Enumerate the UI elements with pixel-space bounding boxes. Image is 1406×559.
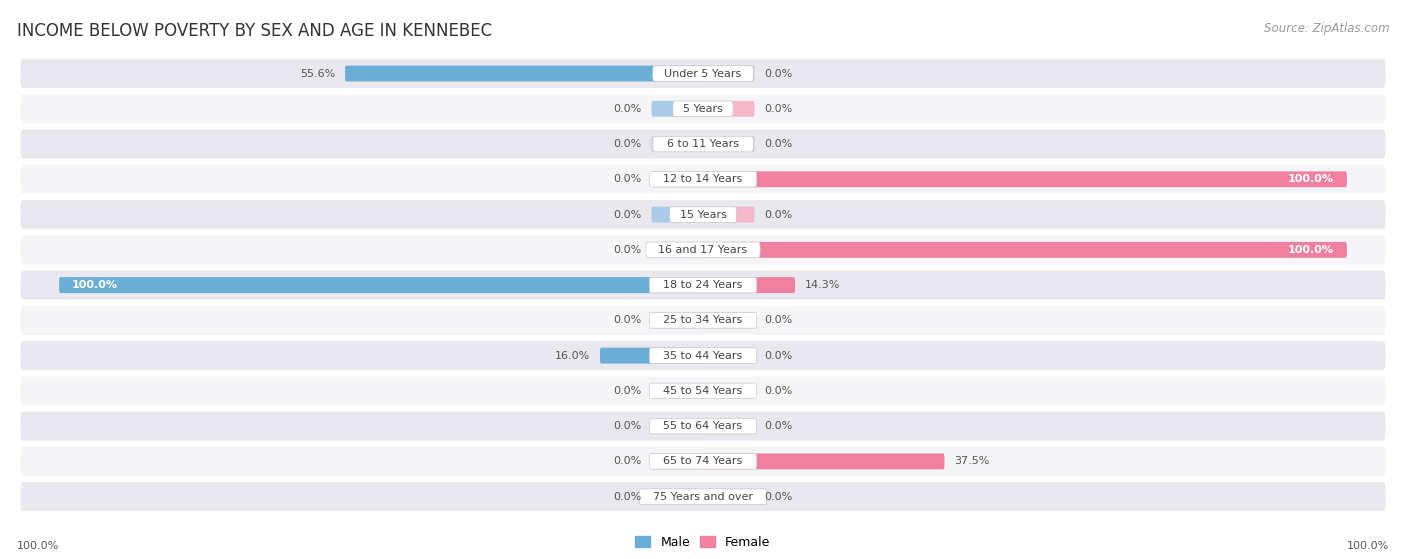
FancyBboxPatch shape <box>21 130 1385 159</box>
FancyBboxPatch shape <box>21 235 1385 264</box>
FancyBboxPatch shape <box>645 242 761 258</box>
FancyBboxPatch shape <box>21 165 1385 194</box>
Text: 75 Years and over: 75 Years and over <box>652 492 754 501</box>
FancyBboxPatch shape <box>651 242 703 258</box>
FancyBboxPatch shape <box>650 348 756 363</box>
FancyBboxPatch shape <box>703 418 755 434</box>
Text: 0.0%: 0.0% <box>613 245 641 255</box>
FancyBboxPatch shape <box>703 348 755 363</box>
Text: 0.0%: 0.0% <box>765 69 793 78</box>
FancyBboxPatch shape <box>650 418 756 434</box>
FancyBboxPatch shape <box>651 489 703 505</box>
Text: 0.0%: 0.0% <box>765 315 793 325</box>
FancyBboxPatch shape <box>21 341 1385 370</box>
Text: 0.0%: 0.0% <box>613 421 641 431</box>
FancyBboxPatch shape <box>651 136 703 152</box>
FancyBboxPatch shape <box>651 383 703 399</box>
FancyBboxPatch shape <box>600 348 703 363</box>
Text: 100.0%: 100.0% <box>72 280 118 290</box>
Text: 100.0%: 100.0% <box>17 541 59 551</box>
Text: 12 to 14 Years: 12 to 14 Years <box>664 174 742 184</box>
FancyBboxPatch shape <box>703 312 755 328</box>
Text: INCOME BELOW POVERTY BY SEX AND AGE IN KENNEBEC: INCOME BELOW POVERTY BY SEX AND AGE IN K… <box>17 22 492 40</box>
Text: 100.0%: 100.0% <box>1288 174 1334 184</box>
FancyBboxPatch shape <box>651 101 703 117</box>
Text: 16.0%: 16.0% <box>555 350 591 361</box>
FancyBboxPatch shape <box>59 277 703 293</box>
FancyBboxPatch shape <box>651 453 703 470</box>
Text: 55.6%: 55.6% <box>299 69 336 78</box>
FancyBboxPatch shape <box>651 172 703 187</box>
FancyBboxPatch shape <box>21 376 1385 405</box>
FancyBboxPatch shape <box>344 65 703 82</box>
Text: 100.0%: 100.0% <box>1288 245 1334 255</box>
FancyBboxPatch shape <box>650 454 756 469</box>
Text: 6 to 11 Years: 6 to 11 Years <box>666 139 740 149</box>
FancyBboxPatch shape <box>650 172 756 187</box>
Text: 15 Years: 15 Years <box>679 210 727 220</box>
FancyBboxPatch shape <box>652 66 754 81</box>
Text: 0.0%: 0.0% <box>613 174 641 184</box>
Text: 25 to 34 Years: 25 to 34 Years <box>664 315 742 325</box>
FancyBboxPatch shape <box>703 453 945 470</box>
FancyBboxPatch shape <box>669 207 737 222</box>
Text: 0.0%: 0.0% <box>765 104 793 114</box>
Text: 0.0%: 0.0% <box>613 456 641 466</box>
Text: 14.3%: 14.3% <box>804 280 841 290</box>
Text: 16 and 17 Years: 16 and 17 Years <box>658 245 748 255</box>
Text: 18 to 24 Years: 18 to 24 Years <box>664 280 742 290</box>
Text: 0.0%: 0.0% <box>765 210 793 220</box>
Legend: Male, Female: Male, Female <box>630 531 776 554</box>
Text: Under 5 Years: Under 5 Years <box>665 69 741 78</box>
FancyBboxPatch shape <box>652 136 754 152</box>
FancyBboxPatch shape <box>21 59 1385 88</box>
Text: 55 to 64 Years: 55 to 64 Years <box>664 421 742 431</box>
FancyBboxPatch shape <box>703 489 755 505</box>
FancyBboxPatch shape <box>21 447 1385 476</box>
FancyBboxPatch shape <box>703 277 794 293</box>
FancyBboxPatch shape <box>650 277 756 293</box>
FancyBboxPatch shape <box>650 312 756 328</box>
Text: 0.0%: 0.0% <box>765 492 793 501</box>
FancyBboxPatch shape <box>703 136 755 152</box>
Text: 0.0%: 0.0% <box>613 315 641 325</box>
FancyBboxPatch shape <box>703 172 1347 187</box>
Text: 45 to 54 Years: 45 to 54 Years <box>664 386 742 396</box>
FancyBboxPatch shape <box>650 383 756 399</box>
Text: 35 to 44 Years: 35 to 44 Years <box>664 350 742 361</box>
Text: 0.0%: 0.0% <box>613 492 641 501</box>
Text: 0.0%: 0.0% <box>765 386 793 396</box>
FancyBboxPatch shape <box>703 242 1347 258</box>
FancyBboxPatch shape <box>21 306 1385 335</box>
Text: 0.0%: 0.0% <box>765 350 793 361</box>
Text: 37.5%: 37.5% <box>955 456 990 466</box>
FancyBboxPatch shape <box>703 207 755 222</box>
Text: 0.0%: 0.0% <box>765 421 793 431</box>
Text: 0.0%: 0.0% <box>613 104 641 114</box>
FancyBboxPatch shape <box>703 383 755 399</box>
FancyBboxPatch shape <box>651 418 703 434</box>
FancyBboxPatch shape <box>651 207 703 222</box>
Text: 65 to 74 Years: 65 to 74 Years <box>664 456 742 466</box>
FancyBboxPatch shape <box>21 94 1385 123</box>
FancyBboxPatch shape <box>21 271 1385 300</box>
FancyBboxPatch shape <box>673 101 733 116</box>
Text: 100.0%: 100.0% <box>1347 541 1389 551</box>
FancyBboxPatch shape <box>21 200 1385 229</box>
FancyBboxPatch shape <box>703 65 755 82</box>
Text: 0.0%: 0.0% <box>613 210 641 220</box>
Text: Source: ZipAtlas.com: Source: ZipAtlas.com <box>1264 22 1389 35</box>
FancyBboxPatch shape <box>21 411 1385 440</box>
Text: 5 Years: 5 Years <box>683 104 723 114</box>
Text: 0.0%: 0.0% <box>613 386 641 396</box>
FancyBboxPatch shape <box>651 312 703 328</box>
FancyBboxPatch shape <box>640 489 766 504</box>
Text: 0.0%: 0.0% <box>765 139 793 149</box>
FancyBboxPatch shape <box>21 482 1385 511</box>
Text: 0.0%: 0.0% <box>613 139 641 149</box>
FancyBboxPatch shape <box>703 101 755 117</box>
